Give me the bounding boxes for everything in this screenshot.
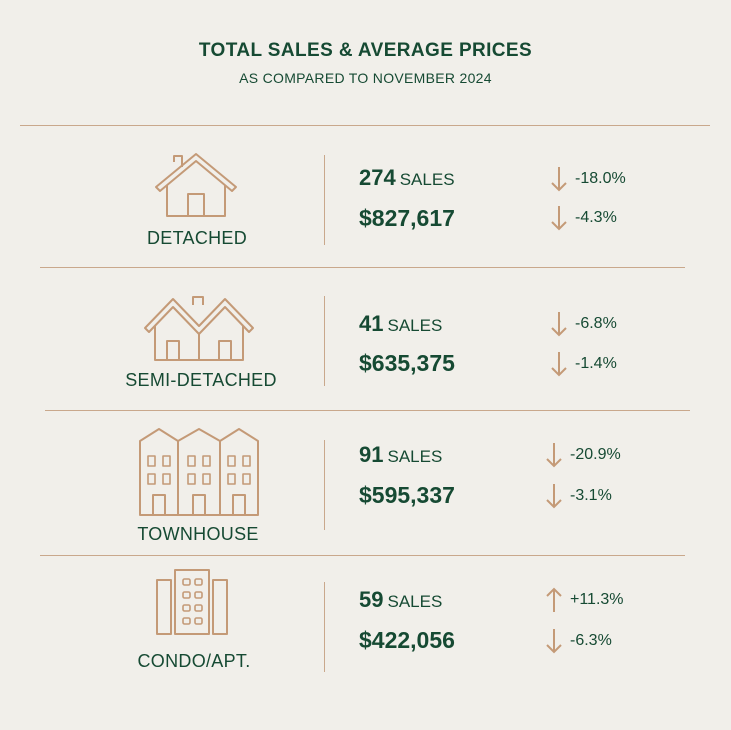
sales-change: -18.0% <box>551 166 626 192</box>
divider <box>40 555 685 556</box>
category-label: SEMI-DETACHED <box>125 370 277 390</box>
sales-count: 91 SALES <box>359 442 443 467</box>
detached-house-icon <box>155 153 237 217</box>
arrow-down-icon <box>551 312 567 337</box>
divider <box>324 155 325 245</box>
price-change: -3.1% <box>546 483 612 509</box>
price-change: -1.4% <box>551 351 617 377</box>
price-change: -4.3% <box>551 205 617 231</box>
category-label: DETACHED <box>146 228 248 248</box>
arrow-down-icon <box>546 484 562 509</box>
average-price: $827,617 <box>359 205 455 231</box>
arrow-down-icon <box>546 443 562 468</box>
arrow-up-icon <box>546 587 562 612</box>
divider <box>324 582 325 672</box>
arrow-down-icon <box>546 629 562 654</box>
arrow-down-icon <box>551 206 567 231</box>
price-change: -6.3% <box>546 628 612 654</box>
header: TOTAL SALES & AVERAGE PRICES AS COMPARED… <box>0 40 731 86</box>
category-label: TOWNHOUSE <box>137 524 259 544</box>
divider <box>40 267 685 268</box>
divider <box>324 296 325 386</box>
sales-change: +11.3% <box>546 587 624 613</box>
average-price: $422,056 <box>359 627 455 653</box>
arrow-down-icon <box>551 167 567 192</box>
category-label: CONDO/APT. <box>137 651 251 671</box>
sales-change: -6.8% <box>551 311 617 337</box>
average-price: $635,375 <box>359 350 455 376</box>
divider <box>45 410 690 411</box>
page-subtitle: AS COMPARED TO NOVEMBER 2024 <box>239 70 492 86</box>
divider <box>324 440 325 530</box>
divider <box>20 125 710 126</box>
sales-count: 59 SALES <box>359 587 443 612</box>
townhouse-icon <box>139 428 259 516</box>
arrow-down-icon <box>551 352 567 377</box>
page-title: TOTAL SALES & AVERAGE PRICES <box>198 40 533 61</box>
average-price: $595,337 <box>359 482 455 508</box>
sales-count: 274 SALES <box>359 165 455 190</box>
sales-change: -20.9% <box>546 442 621 468</box>
sales-count: 41 SALES <box>359 311 443 336</box>
semi-detached-house-icon <box>144 296 254 361</box>
condo-building-icon <box>156 569 228 635</box>
